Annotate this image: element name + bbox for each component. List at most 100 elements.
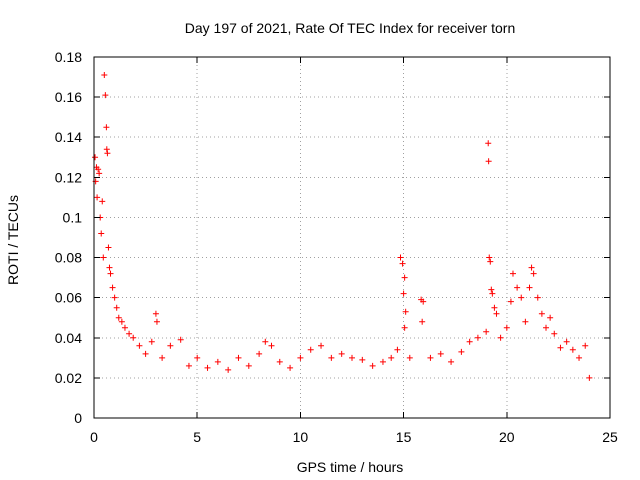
y-tick-label: 0.12 (55, 169, 82, 185)
data-point (106, 264, 113, 271)
data-point (118, 318, 125, 325)
y-tick-label: 0.06 (55, 290, 82, 306)
data-point (488, 286, 495, 293)
y-tick-label: 0.04 (55, 330, 82, 346)
data-point (307, 346, 314, 353)
data-point (268, 342, 275, 349)
data-point (518, 294, 525, 301)
data-point (152, 310, 159, 317)
data-point (113, 304, 120, 311)
data-point (369, 362, 376, 369)
data-point (487, 258, 494, 265)
data-point (107, 270, 114, 277)
data-point (103, 146, 110, 153)
data-point (104, 150, 111, 157)
data-point (400, 290, 407, 297)
y-tick-label: 0.1 (63, 209, 83, 225)
data-point (109, 284, 116, 291)
y-tick-label: 0.08 (55, 250, 82, 266)
data-point (406, 354, 413, 361)
data-point (507, 298, 514, 305)
data-point (419, 318, 426, 325)
data-point (235, 354, 242, 361)
data-point (94, 194, 101, 201)
data-point (497, 334, 504, 341)
y-axis-label: ROTI / TECUs (5, 195, 21, 285)
x-tick-label: 5 (193, 429, 201, 445)
data-point (489, 290, 496, 297)
data-point (528, 264, 535, 271)
y-tick-label: 0.18 (55, 49, 82, 65)
data-point (543, 324, 550, 331)
x-axis-label: GPS time / hours (297, 459, 404, 475)
data-point (204, 364, 211, 371)
data-point (427, 354, 434, 361)
data-point (576, 354, 583, 361)
data-point (493, 310, 500, 317)
data-point (388, 354, 395, 361)
y-tick-label: 0.14 (55, 129, 82, 145)
data-point (466, 338, 473, 345)
points-layer (92, 72, 593, 381)
data-point (153, 318, 160, 325)
data-point (359, 356, 366, 363)
data-point (130, 334, 137, 341)
data-point (538, 310, 545, 317)
x-tick-label: 15 (396, 429, 412, 445)
data-point (159, 354, 166, 361)
y-tick-label: 0.16 (55, 89, 82, 105)
data-point (547, 314, 554, 321)
data-point (95, 166, 102, 173)
data-point (101, 72, 108, 79)
data-point (136, 342, 143, 349)
data-point (551, 330, 558, 337)
data-point (245, 362, 252, 369)
data-point (397, 254, 404, 261)
data-point (121, 324, 128, 331)
data-point (349, 354, 355, 361)
data-point (328, 354, 335, 361)
grid-layer (94, 57, 610, 418)
data-point (148, 338, 155, 345)
data-point (402, 308, 409, 315)
data-point (379, 358, 386, 365)
data-point (586, 374, 593, 381)
data-point (99, 198, 106, 205)
y-tick-label: 0 (74, 410, 82, 426)
data-point (401, 274, 408, 281)
data-point (103, 124, 110, 131)
data-point (214, 358, 221, 365)
data-point (569, 346, 576, 353)
data-point (142, 350, 149, 357)
data-point (100, 254, 107, 261)
data-point (177, 336, 184, 343)
data-point (563, 338, 570, 345)
data-point (448, 358, 455, 365)
data-point (491, 304, 498, 311)
chart-title: Day 197 of 2021, Rate Of TEC Index for r… (185, 20, 515, 36)
data-point (225, 366, 232, 373)
data-point (102, 92, 109, 99)
x-tick-label: 25 (602, 429, 618, 445)
y-tick-label: 0.02 (55, 370, 82, 386)
data-point (522, 318, 529, 325)
plot-frame (93, 56, 611, 419)
data-point (318, 342, 325, 349)
data-point (167, 342, 174, 349)
data-point (534, 294, 541, 301)
data-point (514, 284, 521, 291)
data-point (194, 354, 201, 361)
data-point (503, 324, 510, 331)
data-point (105, 244, 112, 251)
x-tick-label: 10 (293, 429, 309, 445)
data-point (276, 358, 283, 365)
data-point (509, 270, 516, 277)
data-point (474, 334, 481, 341)
data-point (401, 324, 408, 331)
data-point (483, 328, 490, 335)
data-point (92, 154, 99, 161)
x-tick-label: 0 (90, 429, 98, 445)
data-point (394, 346, 401, 353)
